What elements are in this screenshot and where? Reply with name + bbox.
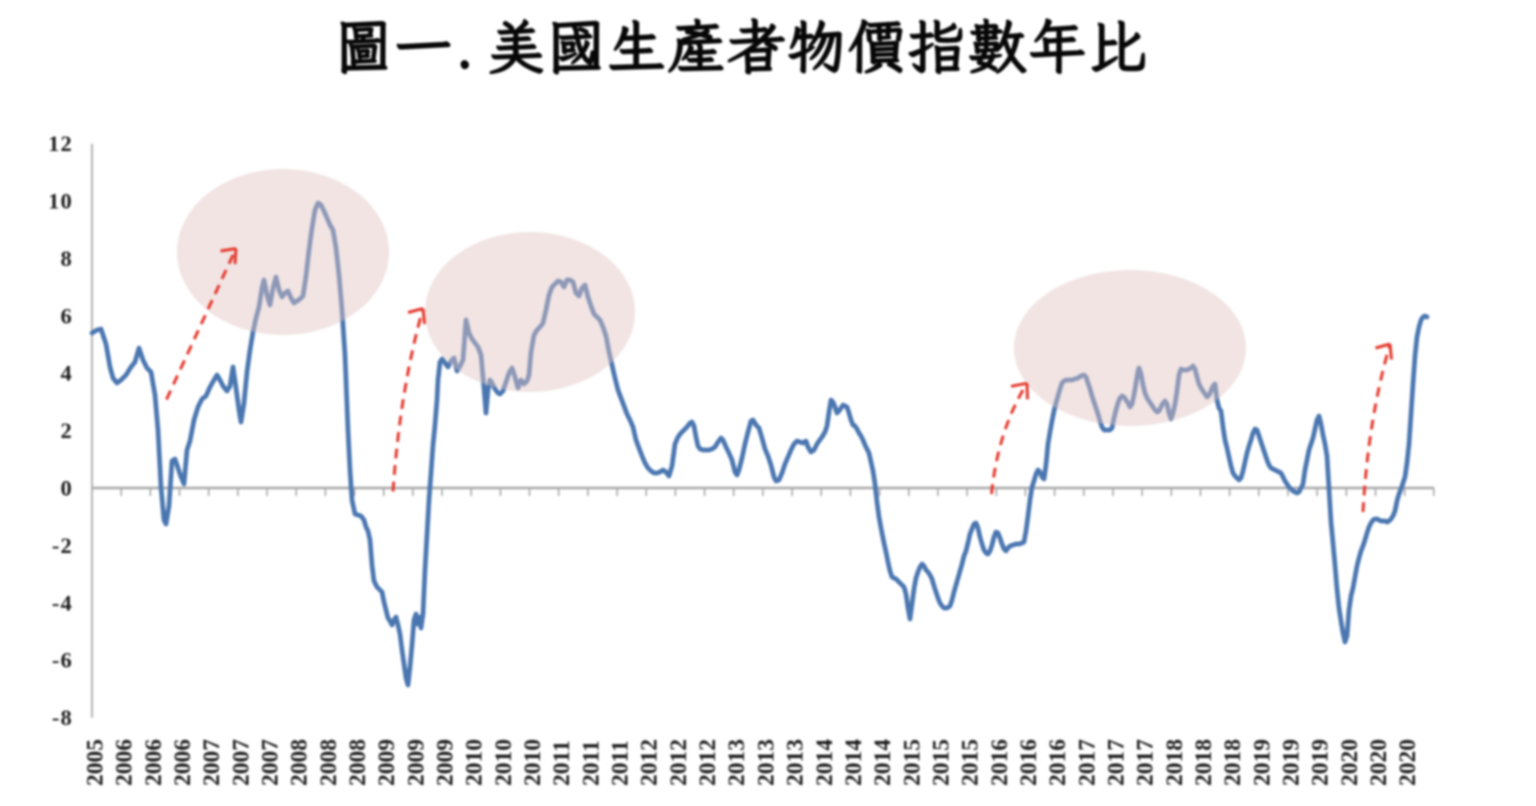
svg-text:2015: 2015 bbox=[958, 739, 984, 786]
svg-text:8: 8 bbox=[61, 246, 73, 271]
svg-text:2017: 2017 bbox=[1104, 739, 1130, 786]
svg-text:2: 2 bbox=[61, 418, 73, 443]
svg-text:2012: 2012 bbox=[666, 739, 692, 786]
svg-text:2020: 2020 bbox=[1337, 739, 1363, 786]
svg-text:2010: 2010 bbox=[491, 739, 517, 786]
svg-text:2019: 2019 bbox=[1279, 739, 1305, 786]
svg-text:2015: 2015 bbox=[899, 739, 925, 786]
svg-text:-8: -8 bbox=[52, 705, 73, 730]
svg-text:2019: 2019 bbox=[1308, 739, 1334, 786]
svg-text:2020: 2020 bbox=[1395, 739, 1421, 786]
svg-text:2016: 2016 bbox=[1045, 739, 1071, 786]
svg-text:2006: 2006 bbox=[112, 739, 138, 786]
svg-text:2007: 2007 bbox=[199, 739, 225, 786]
svg-text:2010: 2010 bbox=[520, 739, 546, 786]
svg-text:2006: 2006 bbox=[170, 739, 196, 786]
svg-text:2019: 2019 bbox=[1249, 739, 1275, 786]
svg-text:2008: 2008 bbox=[316, 739, 342, 786]
svg-text:2009: 2009 bbox=[403, 739, 429, 786]
svg-text:0: 0 bbox=[61, 476, 73, 501]
svg-text:2018: 2018 bbox=[1220, 739, 1246, 786]
svg-text:2011: 2011 bbox=[578, 740, 604, 786]
svg-text:2007: 2007 bbox=[258, 739, 284, 786]
svg-text:2014: 2014 bbox=[841, 739, 867, 786]
svg-text:4: 4 bbox=[61, 361, 73, 386]
svg-text:10: 10 bbox=[48, 189, 73, 214]
svg-text:2011: 2011 bbox=[549, 740, 575, 786]
svg-text:2014: 2014 bbox=[870, 739, 896, 786]
svg-text:2005: 2005 bbox=[83, 739, 109, 786]
svg-text:2006: 2006 bbox=[141, 739, 167, 786]
svg-text:2012: 2012 bbox=[695, 739, 721, 786]
svg-text:2013: 2013 bbox=[753, 739, 779, 786]
svg-text:2016: 2016 bbox=[987, 739, 1013, 786]
svg-text:2009: 2009 bbox=[433, 739, 459, 786]
svg-text:2009: 2009 bbox=[374, 739, 400, 786]
svg-text:2013: 2013 bbox=[724, 739, 750, 786]
svg-text:2014: 2014 bbox=[812, 739, 838, 786]
svg-text:2011: 2011 bbox=[608, 740, 634, 786]
svg-text:2016: 2016 bbox=[1016, 739, 1042, 786]
svg-text:2018: 2018 bbox=[1191, 739, 1217, 786]
svg-text:2013: 2013 bbox=[783, 739, 809, 786]
svg-text:2017: 2017 bbox=[1074, 739, 1100, 786]
svg-text:12: 12 bbox=[48, 131, 73, 156]
svg-text:2015: 2015 bbox=[928, 739, 954, 786]
svg-text:-6: -6 bbox=[52, 648, 73, 673]
svg-text:2008: 2008 bbox=[287, 739, 313, 786]
svg-text:2020: 2020 bbox=[1366, 739, 1392, 786]
svg-text:-4: -4 bbox=[52, 590, 73, 615]
svg-text:6: 6 bbox=[61, 303, 73, 328]
svg-text:-2: -2 bbox=[52, 533, 73, 558]
svg-text:2010: 2010 bbox=[462, 739, 488, 786]
svg-text:2008: 2008 bbox=[345, 739, 371, 786]
svg-text:2012: 2012 bbox=[637, 739, 663, 786]
svg-text:2018: 2018 bbox=[1162, 739, 1188, 786]
svg-text:2017: 2017 bbox=[1133, 739, 1159, 786]
svg-text:2007: 2007 bbox=[228, 739, 254, 786]
